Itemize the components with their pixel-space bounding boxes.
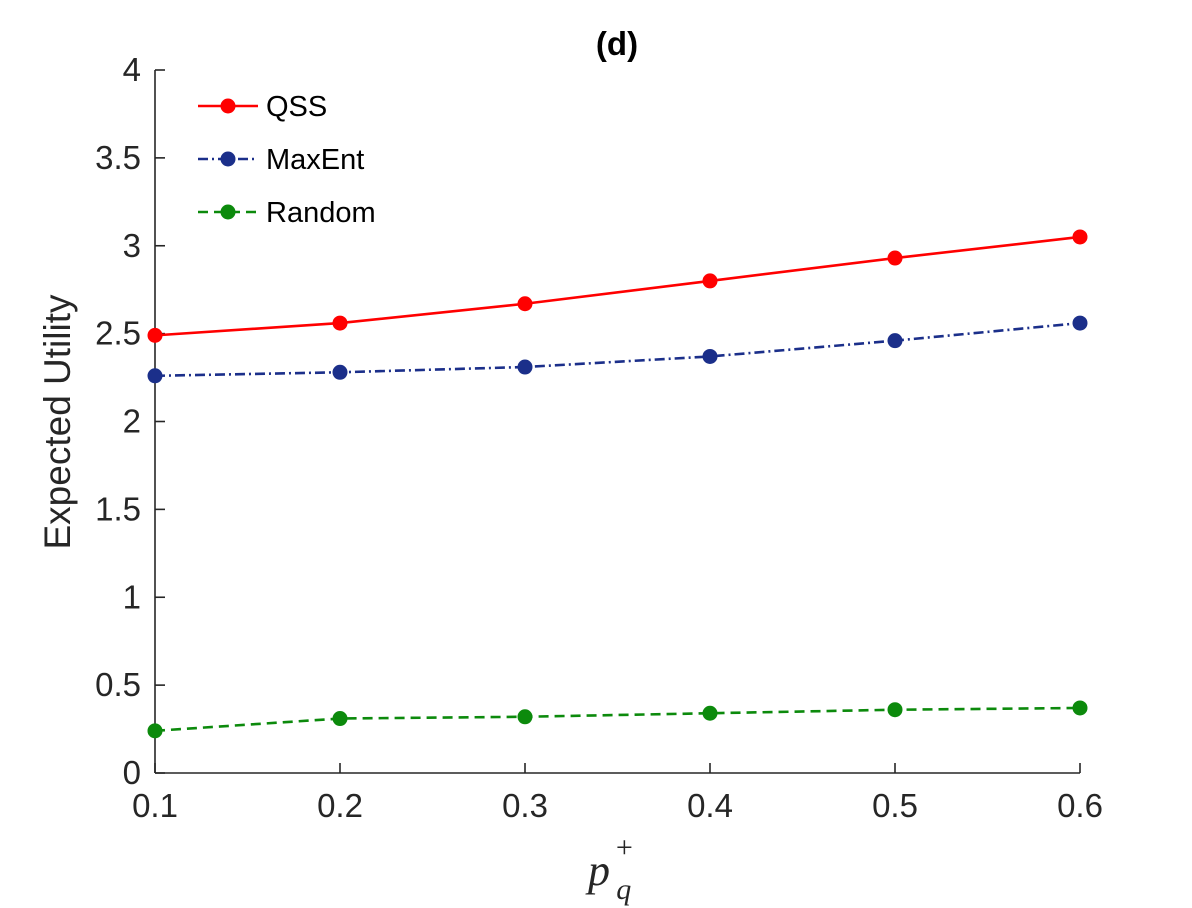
legend-label: MaxEnt: [266, 144, 364, 176]
y-tick-label: 2.5: [95, 315, 141, 352]
legend-swatch-marker: [220, 204, 236, 220]
data-point: [332, 711, 348, 727]
x-tick-label: 0.4: [687, 787, 733, 824]
data-point: [1072, 700, 1088, 716]
data-point: [702, 705, 718, 721]
x-axis-label-sub: q: [616, 873, 631, 906]
x-tick-label: 0.6: [1057, 787, 1103, 824]
data-point: [147, 723, 163, 739]
y-tick-label: 3: [123, 227, 141, 264]
axes: 0 0.5 1 1.5 2 2.5 3 3.5 4 0.1 0.2 0.3 0.4 0.5 0.6: [95, 51, 1103, 824]
data-point: [702, 273, 718, 289]
data-point: [887, 702, 903, 718]
series-qss: [147, 229, 1088, 343]
series-random: [147, 700, 1088, 739]
legend-entry-maxent: MaxEnt: [198, 144, 364, 176]
data-point: [332, 364, 348, 380]
data-point: [887, 250, 903, 266]
legend-swatch-marker: [220, 151, 236, 167]
data-point: [887, 333, 903, 349]
data-point: [1072, 315, 1088, 331]
data-point: [517, 709, 533, 725]
y-axis-label: Expected Utility: [37, 294, 78, 549]
data-point: [332, 315, 348, 331]
y-tick-label: 3.5: [95, 139, 141, 176]
data-point: [147, 368, 163, 384]
x-tick-label: 0.1: [132, 787, 178, 824]
y-tick-label: 1.5: [95, 490, 141, 527]
series-line: [154, 235, 1081, 337]
legend-label: QSS: [266, 91, 327, 123]
legend-swatch-marker: [220, 98, 236, 114]
series-line: [154, 706, 1081, 733]
series-layer: [147, 229, 1088, 739]
legend-entry-random: Random: [198, 197, 376, 229]
series-maxent: [147, 315, 1088, 384]
data-point: [702, 348, 718, 364]
series-line: [154, 321, 1081, 378]
chart-title: (d): [596, 25, 638, 62]
x-tick-label: 0.3: [502, 787, 548, 824]
x-tick-label: 0.2: [317, 787, 363, 824]
legend-label: Random: [266, 197, 376, 229]
data-point: [1072, 229, 1088, 245]
data-point: [517, 359, 533, 375]
x-axis-label-base: p: [585, 846, 610, 895]
data-point: [517, 296, 533, 312]
data-point: [147, 327, 163, 343]
x-axis-label-sup: +: [614, 831, 634, 864]
y-tick-label: 0.5: [95, 666, 141, 703]
y-tick-label: 0: [123, 754, 141, 791]
y-tick-label: 4: [123, 51, 141, 88]
x-tick-label: 0.5: [872, 787, 918, 824]
legend: QSS MaxEnt Random: [198, 91, 376, 229]
x-axis-label: p + q: [585, 831, 634, 906]
y-tick-label: 2: [123, 403, 141, 440]
legend-entry-qss: QSS: [198, 91, 327, 123]
y-tick-label: 1: [123, 578, 141, 615]
